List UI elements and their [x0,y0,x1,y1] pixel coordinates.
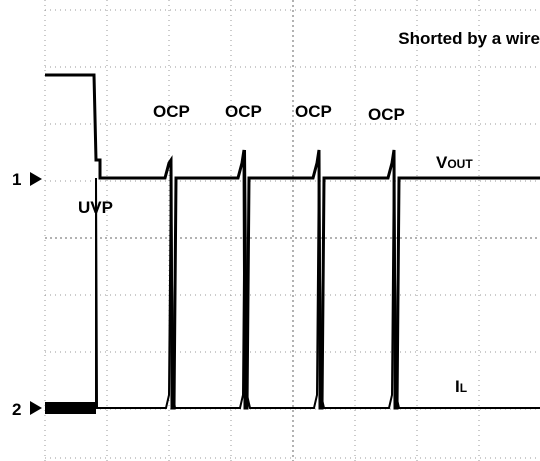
ocp-label: OCP [295,102,332,121]
channel-label: 1 [12,170,21,189]
uvp-label: UVP [78,198,113,217]
il-main: I [455,377,460,396]
channel-marker [30,172,42,186]
vout-main: V [436,153,448,172]
channel-label: 2 [12,400,21,419]
grid [44,0,540,461]
il-label: IL [455,377,467,396]
ocp-label: OCP [153,102,190,121]
ocp-label: OCP [368,105,405,124]
annotation: Shorted by a wire [398,29,540,48]
vout-label: VOUT [436,153,473,172]
il-sub: L [460,381,467,395]
vout-sub: OUT [447,157,473,171]
il-trace [95,149,540,409]
il-noise [45,402,96,414]
vout-trace [45,73,540,410]
channel-marker [30,401,42,415]
ocp-label: OCP [225,102,262,121]
